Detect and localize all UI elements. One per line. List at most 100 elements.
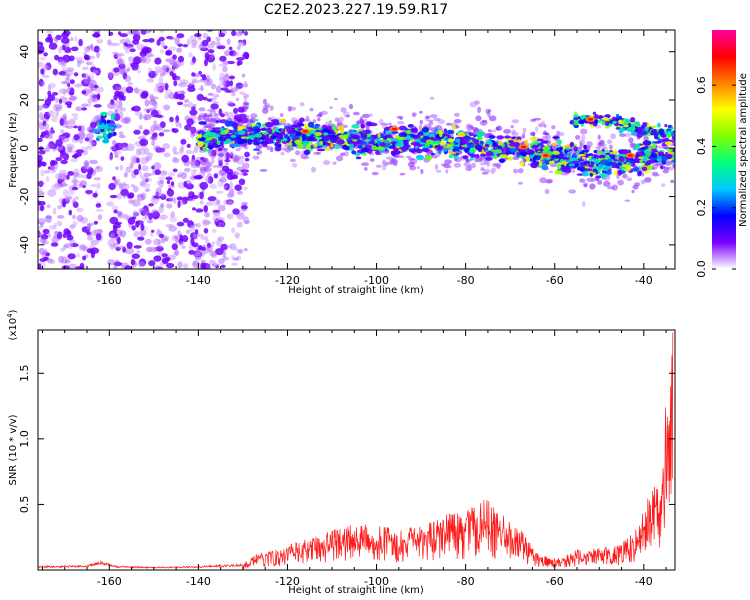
spectrogram-cell: [38, 230, 41, 238]
spectrogram-cell: [87, 102, 92, 108]
spectrogram-cell: [333, 144, 341, 150]
spectrogram-cell: [338, 134, 348, 140]
spectrogram-cell: [213, 112, 219, 118]
spectrogram-cell: [58, 135, 66, 139]
spectrogram-cell: [145, 156, 150, 162]
spectrogram-cell: [160, 203, 165, 208]
spectrogram-cell: [194, 255, 202, 261]
spectrogram-y-tick-label: 0: [18, 145, 31, 152]
spectrogram-cell: [227, 199, 233, 205]
spectrogram-cell: [86, 236, 94, 241]
spectrogram-cell: [576, 166, 586, 171]
spectrogram-cell: [127, 194, 134, 199]
spectrogram-cell: [115, 53, 122, 58]
spectrogram-cell: [345, 114, 350, 118]
spectrogram-cell: [575, 135, 581, 140]
spectrogram-cell: [160, 49, 164, 54]
spectrogram-cell: [209, 250, 217, 257]
spectrogram-cell: [186, 143, 191, 148]
spectrogram-cell: [177, 174, 182, 178]
spectrogram-cell: [596, 150, 604, 154]
spectrogram-cell: [189, 34, 196, 42]
spectrogram-cell: [189, 224, 195, 232]
spectrogram-cell: [60, 61, 67, 65]
spectrogram-cell: [276, 138, 281, 144]
spectrogram-cell: [62, 30, 71, 36]
spectrogram-cell: [201, 250, 206, 256]
spectrogram-cell: [65, 143, 75, 150]
spectrogram-cell: [548, 160, 555, 165]
spectrogram-cell: [120, 156, 125, 162]
spectrogram-cell: [200, 84, 204, 92]
spectrogram-cell: [155, 246, 164, 252]
spectrogram-cell: [388, 145, 396, 149]
spectrogram-cell: [112, 51, 119, 55]
spectrogram-cell: [204, 176, 211, 184]
spectrogram-cell: [50, 129, 55, 134]
spectrogram-cell: [371, 171, 379, 176]
spectrogram-cell: [47, 33, 52, 40]
spectrogram-cell: [163, 152, 171, 158]
spectrogram-cell: [396, 155, 405, 159]
spectrogram-cell: [667, 124, 672, 129]
spectrogram-cell: [610, 154, 616, 160]
spectrogram-cell: [332, 161, 337, 165]
spectrogram-panel: -160 -140 -120 -100 -80 -60 -40 -40 -20 0 20 40 He…: [8, 29, 676, 296]
spectrogram-cell: [202, 96, 208, 101]
spectrogram-cell: [203, 79, 211, 87]
spectrogram-cell: [429, 96, 435, 100]
spectrogram-cell: [381, 165, 387, 171]
spectrogram-cell: [41, 240, 50, 245]
spectrogram-cell: [660, 165, 664, 170]
spectrogram-cell: [179, 147, 184, 155]
spectrogram-cell: [227, 102, 236, 107]
spectrogram-cell: [244, 151, 250, 158]
spectrogram-cell: [544, 188, 550, 195]
spectrogram-cell: [197, 87, 205, 91]
spectrogram-cell: [218, 63, 228, 67]
spectrogram-cell: [38, 78, 44, 87]
spectrogram-cell: [656, 122, 661, 128]
spectrogram-cell: [290, 133, 295, 139]
spectrogram-cell: [242, 39, 247, 46]
spectrogram-cell: [112, 233, 119, 238]
spectrogram-cell: [322, 141, 326, 146]
spectrogram-cell: [163, 236, 168, 241]
spectrogram-cell: [361, 162, 369, 166]
spectrogram-cell: [598, 155, 606, 159]
spectrogram-cell: [338, 116, 344, 122]
spectrogram-cell: [259, 169, 268, 172]
spectrogram-cell: [133, 211, 140, 217]
spectrogram-cell: [168, 92, 178, 100]
spectrogram-cell: [304, 136, 313, 141]
spectrogram-cell: [451, 124, 456, 131]
spectrogram-cell: [195, 222, 202, 228]
spectrogram-cell: [203, 220, 211, 225]
spectrogram-cell: [60, 248, 65, 252]
spectrogram-cell: [168, 46, 177, 51]
spectrogram-cell: [236, 60, 241, 67]
spectrogram-cell: [205, 238, 210, 244]
spectrogram-cell: [200, 235, 209, 240]
snr-y-multiplier: (x104): [6, 309, 19, 340]
spectrogram-cell: [148, 114, 154, 118]
spectrogram-cell: [282, 138, 288, 142]
spectrogram-cell: [280, 113, 284, 117]
spectrogram-cell: [241, 162, 250, 169]
spectrogram-cell: [220, 264, 226, 268]
spectrogram-cell: [224, 159, 231, 163]
spectrogram-cell: [224, 89, 234, 93]
spectrogram-cell: [593, 149, 598, 154]
spectrogram-cell: [193, 250, 203, 258]
spectrogram-cell: [137, 236, 145, 241]
spectrogram-cell: [284, 134, 289, 139]
spectrogram-cell: [236, 255, 242, 261]
spectrogram-cell: [252, 155, 260, 160]
spectrogram-cell: [56, 215, 65, 219]
spectrogram-cell: [609, 144, 613, 150]
spectrogram-cell: [81, 73, 87, 78]
spectrogram-cell: [199, 191, 204, 200]
spectrogram-cell: [87, 98, 94, 104]
spectrogram-cell: [219, 72, 225, 77]
spectrogram-cell: [643, 136, 649, 141]
